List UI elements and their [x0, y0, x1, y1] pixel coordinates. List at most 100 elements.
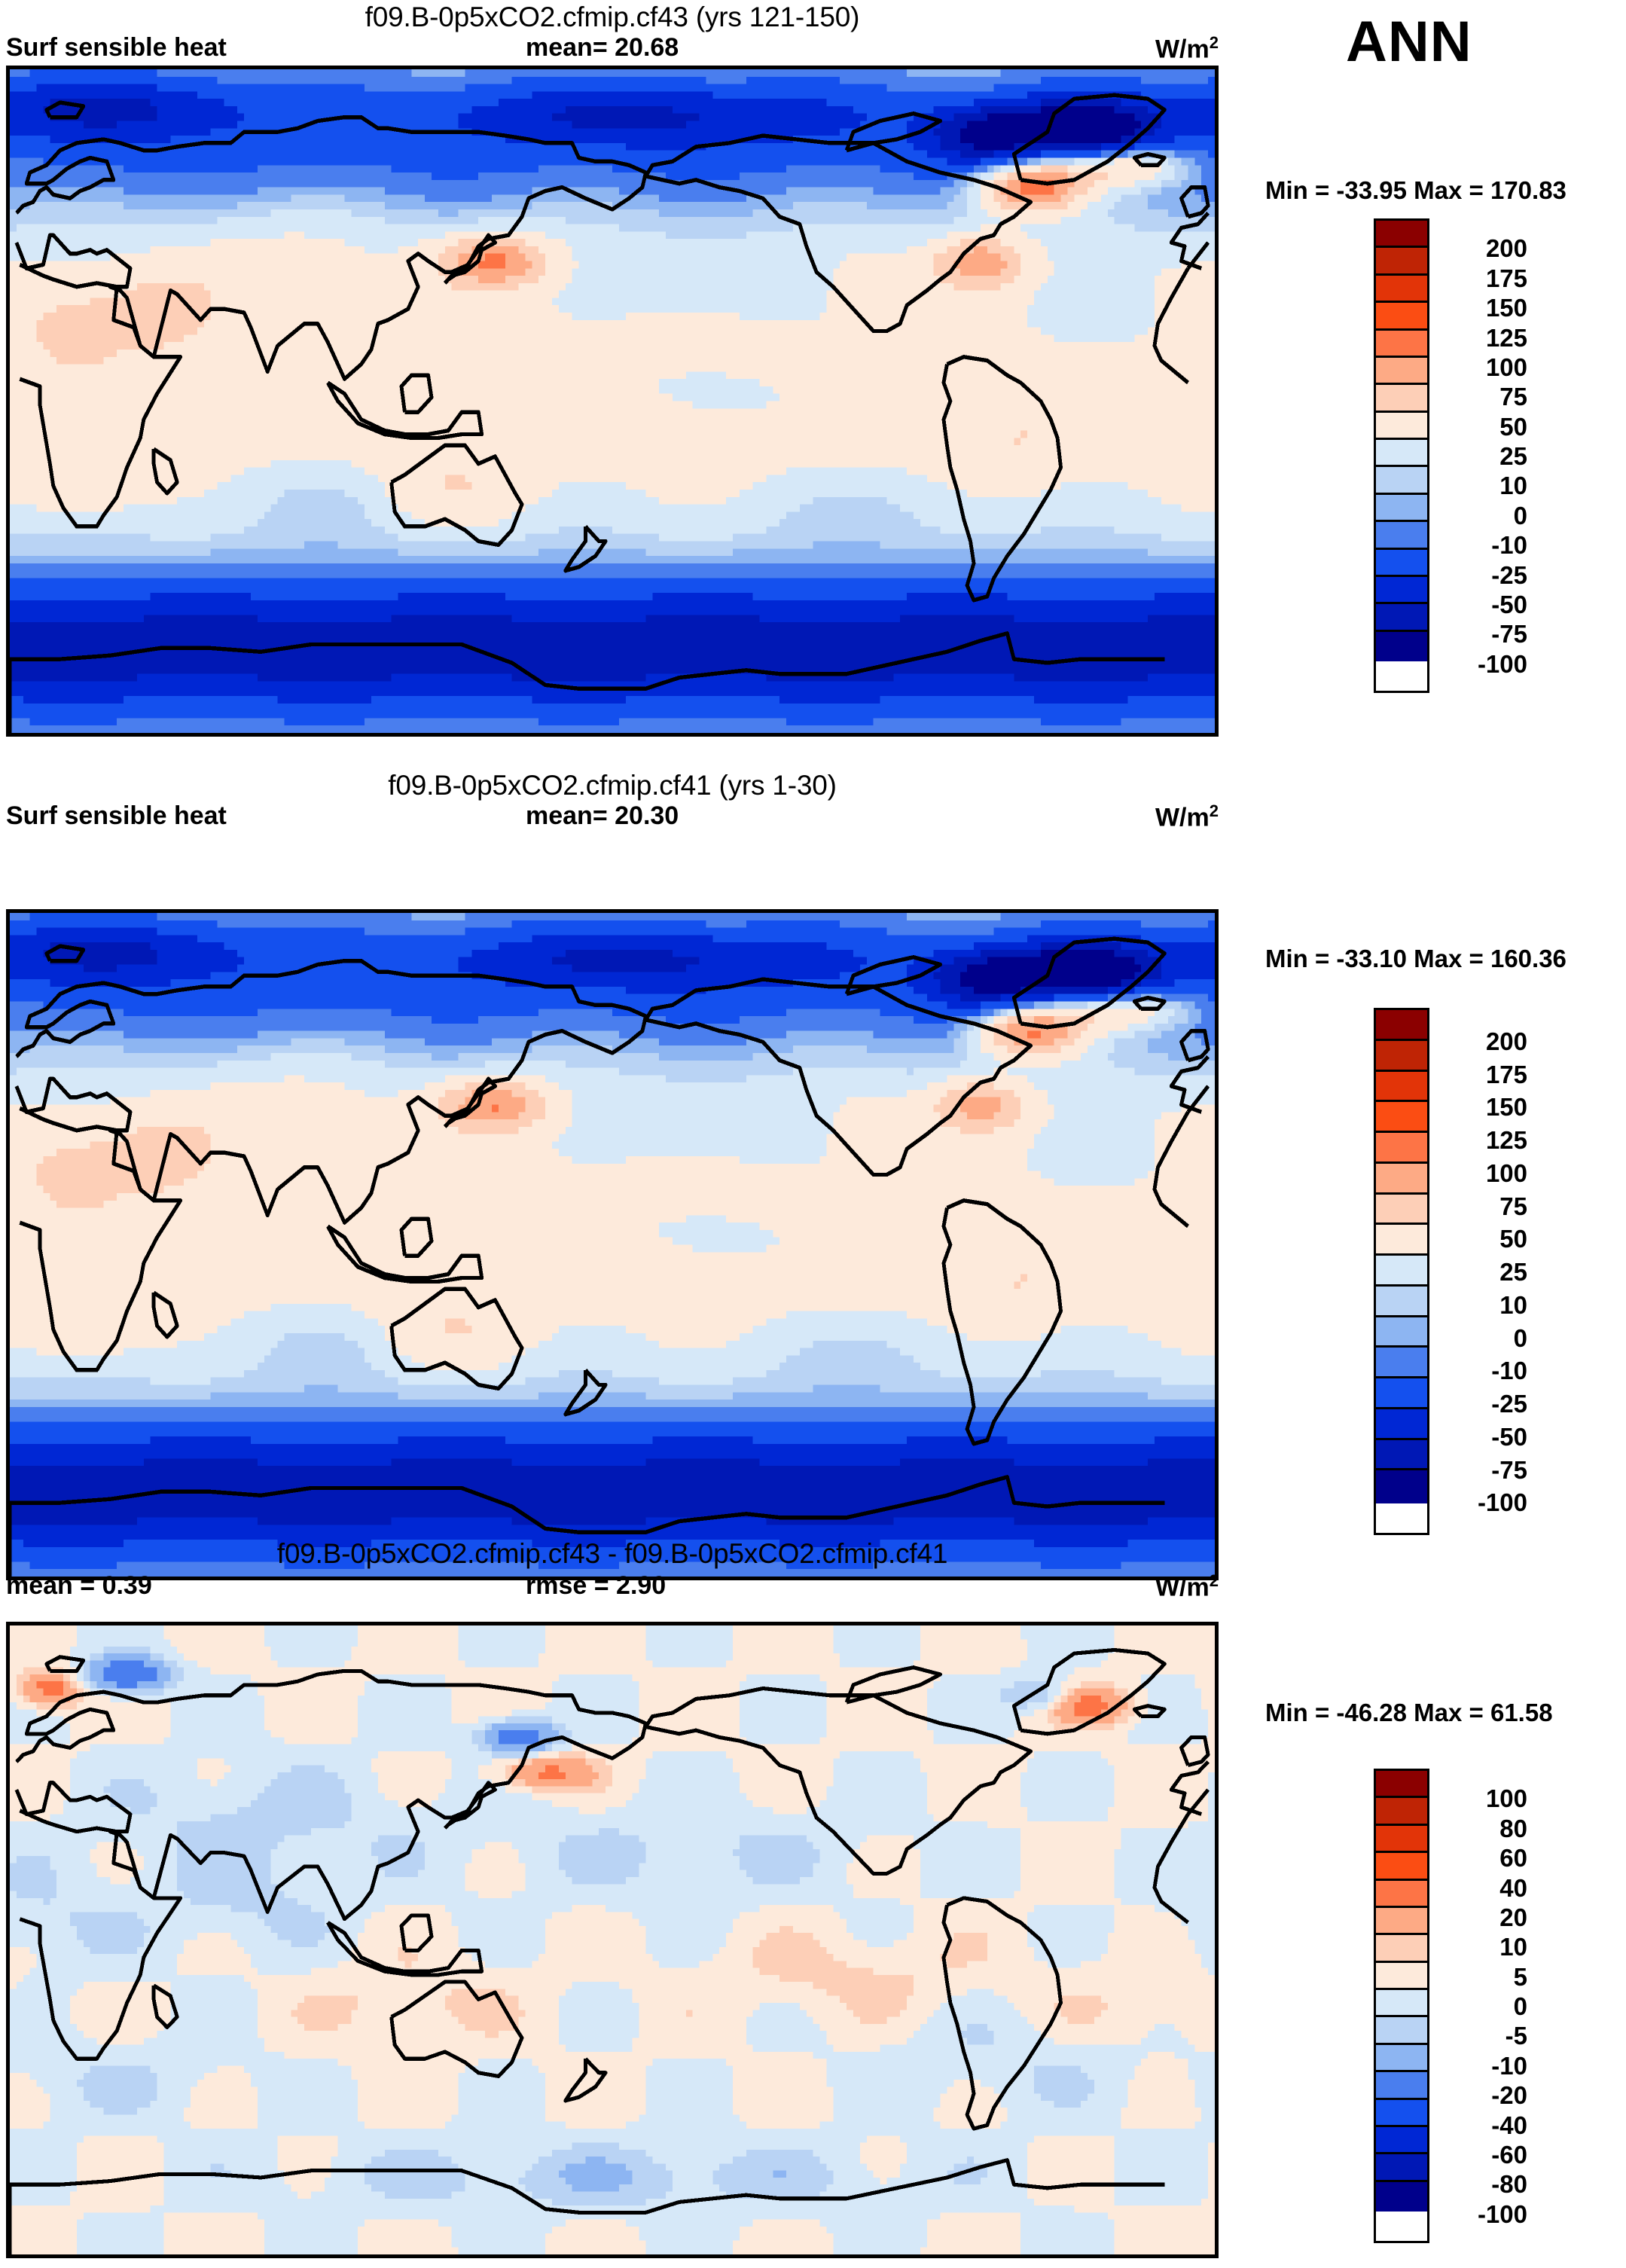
colorbar-tick-label: 0 [1513, 1323, 1527, 1352]
map-canvas [10, 913, 1215, 1577]
colorbar-swatch [1376, 385, 1427, 413]
colorbar-swatch [1376, 1853, 1427, 1881]
colorbar-tick-label: 75 [1499, 1192, 1527, 1220]
colorbar-swatch [1376, 467, 1427, 495]
colorbar-swatch [1376, 2072, 1427, 2100]
coastline-iceland [1132, 1704, 1167, 1719]
colorbar-tick-label: -75 [1491, 620, 1527, 649]
colorbar-tick-label: 200 [1485, 1027, 1527, 1055]
colorbar-tick-label: -60 [1491, 2140, 1527, 2169]
colorbar-tick-label: -80 [1491, 2170, 1527, 2199]
colorbar-swatch [1376, 576, 1427, 605]
colorbar-swatch [1376, 2099, 1427, 2127]
coastline-iceland [1132, 995, 1167, 1011]
colorbar-swatch [1376, 631, 1427, 661]
coastline-arcticisl [844, 1665, 942, 1705]
coastline-antarctica [10, 2158, 1165, 2254]
colorbar-swatch [1376, 248, 1427, 276]
colorbar-swatch [1376, 1040, 1427, 1072]
colorbar-tick-label: 150 [1485, 1093, 1527, 1122]
map-canvas [10, 69, 1215, 733]
colorbar-tick-label: -50 [1491, 590, 1527, 618]
colorbar-swatch [1376, 604, 1427, 632]
colorbar-swatch [1376, 275, 1427, 304]
map-panel-top [6, 66, 1219, 737]
map-canvas [10, 1625, 1215, 2254]
colorbar-swatch [1376, 1071, 1427, 1103]
colorbar-tick-label: -100 [1477, 649, 1527, 678]
colorbar-swatch [1376, 1194, 1427, 1226]
colorbar-tick-label: 60 [1499, 1844, 1527, 1873]
coastline-svalbard [44, 100, 86, 120]
colorbar-tick-label: -100 [1477, 2199, 1527, 2228]
colorbar-swatch [1376, 1010, 1427, 1041]
coastline-uk [1179, 1735, 1210, 1768]
panel-middle-units: W/m2 [1155, 801, 1219, 832]
colorbar-swatch [1376, 1409, 1427, 1440]
colorbar-tick-label: -25 [1491, 560, 1527, 589]
coastline-samerica [941, 1198, 1063, 1446]
colorbar-swatch [1376, 1907, 1427, 1936]
colorbar-top-strip [1374, 218, 1429, 693]
colorbar-swatch [1376, 1880, 1427, 1908]
colorbar-swatch [1376, 2154, 1427, 2182]
colorbar-tick-label: -10 [1491, 2051, 1527, 2080]
colorbar-diff-strip [1374, 1769, 1429, 2243]
colorbar-swatch [1376, 2126, 1427, 2155]
colorbar-swatch [1376, 1225, 1427, 1256]
colorbar-tick-label: -10 [1491, 1357, 1527, 1385]
colorbar-swatch [1376, 1102, 1427, 1133]
coastline-madagascar [151, 1290, 179, 1339]
colorbar-tick-label: -10 [1491, 531, 1527, 560]
colorbar-swatch [1376, 1439, 1427, 1471]
colorbar-tick-label: 25 [1499, 442, 1527, 470]
colorbar-tick-label: 0 [1513, 1992, 1527, 2020]
colorbar-swatch [1376, 1771, 1427, 1799]
colorbar-swatch [1376, 522, 1427, 550]
units-exponent: 2 [1209, 33, 1219, 52]
colorbar-swatch [1376, 1798, 1427, 1826]
units-text: W/m [1155, 1573, 1210, 1602]
coastline-newzealand [563, 2057, 608, 2103]
colorbar-tick-label: -25 [1491, 1390, 1527, 1418]
colorbar-tick-label: 75 [1499, 383, 1527, 411]
coastline-newzealand [563, 1369, 608, 1417]
colorbar-tick-label: 10 [1499, 472, 1527, 500]
colorbar-tick-label: 50 [1499, 412, 1527, 441]
colorbar-swatch [1376, 357, 1427, 386]
coastline-uk [1179, 1028, 1210, 1063]
colorbar-tick-label: 80 [1499, 1814, 1527, 1842]
colorbar-tick-label: 0 [1513, 501, 1527, 530]
colorbar-tick-label: 125 [1485, 1126, 1527, 1154]
colorbar-tick-label: 20 [1499, 1903, 1527, 1931]
colorbar-tick-label: 10 [1499, 1933, 1527, 1961]
colorbar-swatch [1376, 1348, 1427, 1378]
colorbar-swatch [1376, 1962, 1427, 1990]
colorbar-tick-label: 150 [1485, 294, 1527, 322]
colorbar-middle-strip [1374, 1008, 1429, 1535]
coastline-greenland [1011, 936, 1167, 1030]
colorbar-swatch [1376, 2017, 1427, 2045]
coastline-madagascar [151, 447, 179, 496]
panel-middle-variable: Surf sensible heat [6, 801, 227, 830]
coastline-australia [389, 1287, 524, 1391]
coastline-samerica [941, 1896, 1063, 2131]
panel-middle-meta: Surf sensible heat mean= 20.30 W/m2 [6, 801, 1219, 836]
panel-diff-title: f09.B-0p5xCO2.cfmip.cf43 - f09.B-0p5xCO2… [276, 1538, 948, 1569]
panel-top-units: W/m2 [1155, 33, 1219, 64]
panel-diff-units: W/m2 [1155, 1571, 1219, 1602]
coastline-indonesia [326, 1921, 484, 1977]
panel-top-minmax: Min = -33.95 Max = 170.83 [1265, 176, 1567, 204]
colorbar-tick-label: -5 [1505, 2022, 1527, 2050]
panel-top-variable: Surf sensible heat [6, 33, 227, 62]
colorbar-swatch [1376, 1256, 1427, 1287]
units-text: W/m [1155, 803, 1210, 832]
units-exponent: 2 [1209, 801, 1219, 820]
coastline-borneo_phil [399, 1216, 434, 1258]
colorbar-swatch [1376, 2181, 1427, 2212]
colorbar-swatch [1376, 440, 1427, 468]
colorbar-swatch [1376, 330, 1427, 358]
panel-diff-mean: mean = 0.39 [6, 1571, 152, 1600]
coastline-greenland [1011, 1647, 1167, 1736]
